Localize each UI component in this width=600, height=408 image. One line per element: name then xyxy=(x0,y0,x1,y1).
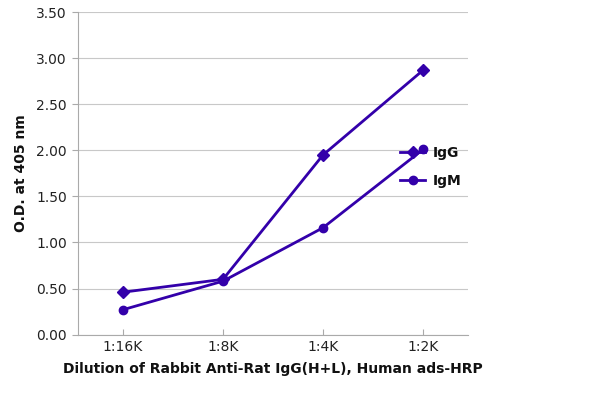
IgG xyxy=(119,290,127,295)
Line: IgG: IgG xyxy=(119,66,427,296)
IgG xyxy=(319,153,326,157)
IgM xyxy=(319,225,326,230)
IgM xyxy=(419,147,427,152)
Line: IgM: IgM xyxy=(119,145,427,314)
IgG xyxy=(419,68,427,73)
IgM xyxy=(220,279,227,284)
Legend: IgG, IgM: IgG, IgM xyxy=(400,146,461,188)
IgG xyxy=(220,277,227,282)
Y-axis label: O.D. at 405 nm: O.D. at 405 nm xyxy=(14,115,28,232)
X-axis label: Dilution of Rabbit Anti-Rat IgG(H+L), Human ads-HRP: Dilution of Rabbit Anti-Rat IgG(H+L), Hu… xyxy=(63,362,483,377)
IgM xyxy=(119,307,127,312)
